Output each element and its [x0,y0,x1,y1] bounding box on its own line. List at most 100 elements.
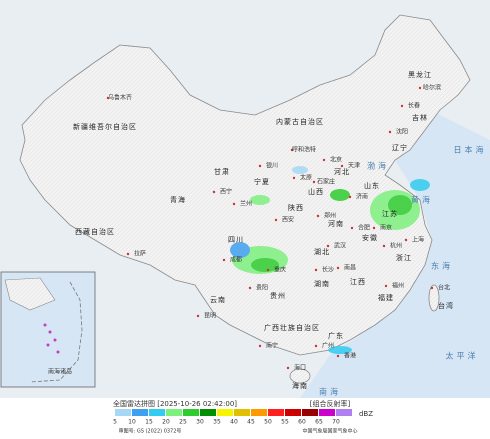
region-label: 吉林 [412,113,428,122]
region-label: 台湾 [438,301,454,310]
city-label: 南宁 [266,342,278,350]
city-dot [314,268,318,272]
city-dot [258,164,262,168]
city-dot [106,96,110,100]
city-dot [286,366,290,370]
legend-label: 40 [230,419,238,426]
city-label: 南京 [380,224,392,232]
legend-label: 15 [145,419,153,426]
city-dot [258,344,262,348]
region-label: 江苏 [382,209,398,218]
city-dot [388,130,392,134]
region-label: 湖北 [314,247,330,256]
region-label: 广东 [328,331,344,340]
city-label: 乌鲁木齐 [108,94,132,102]
city-dot [340,164,344,168]
legend-swatch [132,409,148,416]
legend-swatch [166,409,182,416]
sea-label: 太平洋 [446,351,479,361]
city-label: 成都 [230,256,242,264]
city-label: 济南 [356,193,368,201]
legend-swatch [319,409,335,416]
region-label: 福建 [378,293,394,302]
city-dot [274,218,278,222]
city-dot [314,344,318,348]
city-dot [248,286,252,290]
city-label: 武汉 [334,242,346,250]
city-label: 哈尔滨 [423,84,441,92]
city-label: 南昌 [344,264,356,272]
city-dot [348,195,352,199]
islands [43,323,60,354]
legend-label: 25 [179,419,187,426]
city-label: 沈阳 [396,128,408,136]
legend-label: 50 [264,419,272,426]
region-label: 宁夏 [254,177,270,186]
city-label: 石家庄 [317,178,335,186]
city-dot [232,202,236,206]
legend-swatch [336,409,352,416]
legend-swatch [183,409,199,416]
city-label: 西宁 [220,188,232,196]
city-dot [336,354,340,358]
legend-swatch [115,409,131,416]
taiwan-island [428,284,440,312]
region-label: 河南 [328,219,344,228]
echo [388,195,412,215]
legend-swatch [285,409,301,416]
legend-swatch [149,409,165,416]
legend: 5 10 15 20 25 30 35 40 45 50 55 60 65 70 [113,409,352,426]
city-label: 上海 [412,236,424,244]
city-label: 昆明 [204,313,216,320]
legend-label: 35 [213,419,221,426]
region-label: 山西 [308,187,324,196]
city-label: 兰州 [240,200,252,208]
inset-land [4,277,56,311]
city-label: 杭州 [390,242,402,250]
approval: 审图号: GS (2022) 0372号 [119,428,182,435]
city-dot [326,244,330,248]
city-label: 福州 [392,282,404,290]
china-outline [19,14,471,356]
city-label: 重庆 [274,266,286,274]
sea-label: 南海 [319,387,341,397]
city-label: 天津 [348,163,360,170]
echo [230,242,250,258]
legend-swatch [234,409,250,416]
city-dot [292,176,296,180]
city-dot [212,190,216,194]
region-label: 湖南 [314,279,330,288]
city-label: 合肥 [358,224,370,232]
city-dot [316,214,320,218]
region-label: 西藏自治区 [75,227,115,236]
echo [251,258,279,272]
sea-label: 东海 [431,261,453,271]
city-label: 香港 [344,352,356,360]
legend-panel [0,398,490,439]
legend-label: 20 [162,419,170,426]
city-dot [418,86,422,90]
title: 全国雷达拼图 [2025-10-26 02:42:00] [113,399,237,408]
city-label: 银川 [266,162,278,170]
region-label: 海南 [292,381,308,390]
region-label: 浙江 [396,253,412,262]
city-dot [382,244,386,248]
city-label: 呼和浩特 [292,146,316,154]
region-label: 江西 [350,278,366,286]
region-label: 云南 [210,295,226,304]
region-label: 辽宁 [392,143,408,152]
city-label: 郑州 [324,212,336,220]
city-dot [312,180,316,184]
echo [330,189,350,201]
legend-unit: dBZ [359,410,373,418]
city-dot [384,284,388,288]
legend-label: 30 [196,419,204,426]
legend-label: 10 [128,419,136,426]
region-label: 新疆维吾尔自治区 [73,122,137,131]
region-label: 安徽 [362,233,378,242]
region-label: 甘肃 [214,167,230,176]
city-label: 海口 [294,364,306,372]
sea-label: 日本海 [454,145,487,155]
